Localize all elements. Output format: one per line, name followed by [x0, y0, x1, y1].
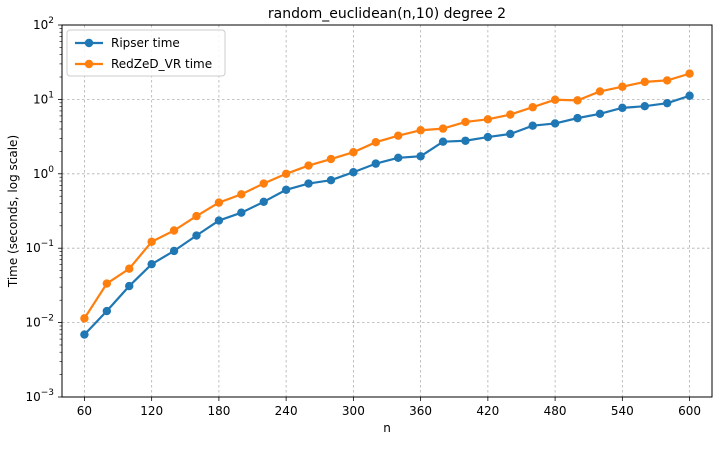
- x-tick-label: 120: [140, 404, 163, 418]
- data-point: [147, 237, 156, 246]
- legend-marker: [84, 59, 94, 69]
- data-point: [528, 121, 537, 130]
- data-point: [506, 129, 515, 139]
- data-point: [662, 98, 672, 108]
- data-point: [438, 137, 448, 146]
- legend: Ripser time RedZeD_VR time: [66, 29, 226, 77]
- y-axis-title: Time (seconds, log scale): [6, 135, 20, 288]
- data-point: [304, 161, 313, 170]
- data-point: [349, 148, 358, 157]
- data-point: [640, 102, 649, 111]
- series-layer: [80, 69, 694, 339]
- x-axis-title: n: [383, 421, 391, 435]
- x-tick-label: 60: [77, 404, 92, 418]
- data-point: [237, 208, 246, 217]
- data-point: [573, 113, 582, 123]
- chart-title: random_euclidean(n,10) degree 2: [268, 6, 506, 22]
- data-point: [416, 126, 425, 135]
- data-point: [349, 168, 358, 177]
- data-point: [192, 211, 201, 221]
- data-point: [394, 131, 403, 140]
- data-point: [438, 124, 448, 133]
- data-point: [371, 137, 380, 147]
- series-group: [80, 69, 694, 323]
- data-point: [281, 185, 291, 194]
- data-point: [326, 154, 336, 164]
- data-point: [595, 109, 605, 119]
- data-point: [528, 103, 537, 112]
- data-point: [214, 216, 224, 225]
- data-point: [80, 314, 89, 323]
- series-line: [83, 72, 690, 319]
- legend-marker: [84, 38, 94, 48]
- data-point: [550, 119, 560, 128]
- legend-item: Ripser time: [75, 36, 180, 50]
- data-point: [371, 159, 380, 168]
- data-point: [125, 281, 134, 291]
- legend-box: [66, 29, 226, 77]
- data-point: [461, 117, 470, 127]
- data-point: [214, 198, 224, 207]
- data-point: [237, 190, 246, 199]
- data-point: [483, 132, 493, 142]
- x-tick-label: 240: [275, 404, 298, 418]
- legend-label: RedZeD_VR time: [111, 57, 212, 71]
- data-point: [326, 176, 336, 185]
- legend-label: Ripser time: [111, 36, 180, 50]
- data-point: [595, 87, 605, 96]
- series-line: [83, 94, 690, 336]
- data-point: [125, 264, 134, 273]
- data-point: [461, 136, 470, 145]
- data-point: [506, 110, 515, 119]
- data-point: [281, 169, 291, 178]
- data-point: [102, 279, 112, 288]
- series-group: [80, 91, 694, 339]
- x-tick-label: 480: [544, 404, 567, 418]
- data-point: [147, 259, 156, 269]
- data-point: [304, 179, 313, 188]
- x-tick-label: 540: [611, 404, 634, 418]
- data-point: [169, 246, 179, 256]
- y-tick-label: 10−1: [25, 239, 54, 255]
- data-point: [550, 95, 560, 104]
- y-tick-label: 101: [33, 90, 54, 106]
- data-point: [192, 231, 201, 240]
- data-point: [685, 69, 694, 78]
- y-tick-label: 100: [33, 165, 54, 181]
- y-tick-label: 10−3: [25, 388, 54, 404]
- x-tick-label: 360: [409, 404, 432, 418]
- data-point: [169, 226, 179, 235]
- y-tick-label: 102: [33, 16, 54, 32]
- data-point: [394, 153, 403, 163]
- data-point: [259, 179, 268, 188]
- data-point: [102, 306, 112, 316]
- data-point: [618, 103, 627, 113]
- data-point: [662, 76, 672, 85]
- y-tick-label: 10−2: [25, 314, 54, 330]
- data-point: [685, 91, 694, 100]
- data-point: [259, 197, 268, 207]
- x-tick-label: 300: [342, 404, 365, 418]
- data-point: [80, 330, 89, 339]
- legend-item: RedZeD_VR time: [75, 57, 212, 71]
- plot-frame: [61, 24, 713, 398]
- data-point: [416, 152, 425, 161]
- data-point: [483, 115, 493, 124]
- x-tick-label: 420: [476, 404, 499, 418]
- data-point: [573, 96, 582, 105]
- data-point: [618, 82, 627, 91]
- data-point: [640, 77, 649, 87]
- x-tick-label: 600: [678, 404, 701, 418]
- ticks: 60 120 180 240 300 360 420 480 540 600 10−3 10−2 10−…: [25, 16, 701, 418]
- x-tick-label: 180: [207, 404, 230, 418]
